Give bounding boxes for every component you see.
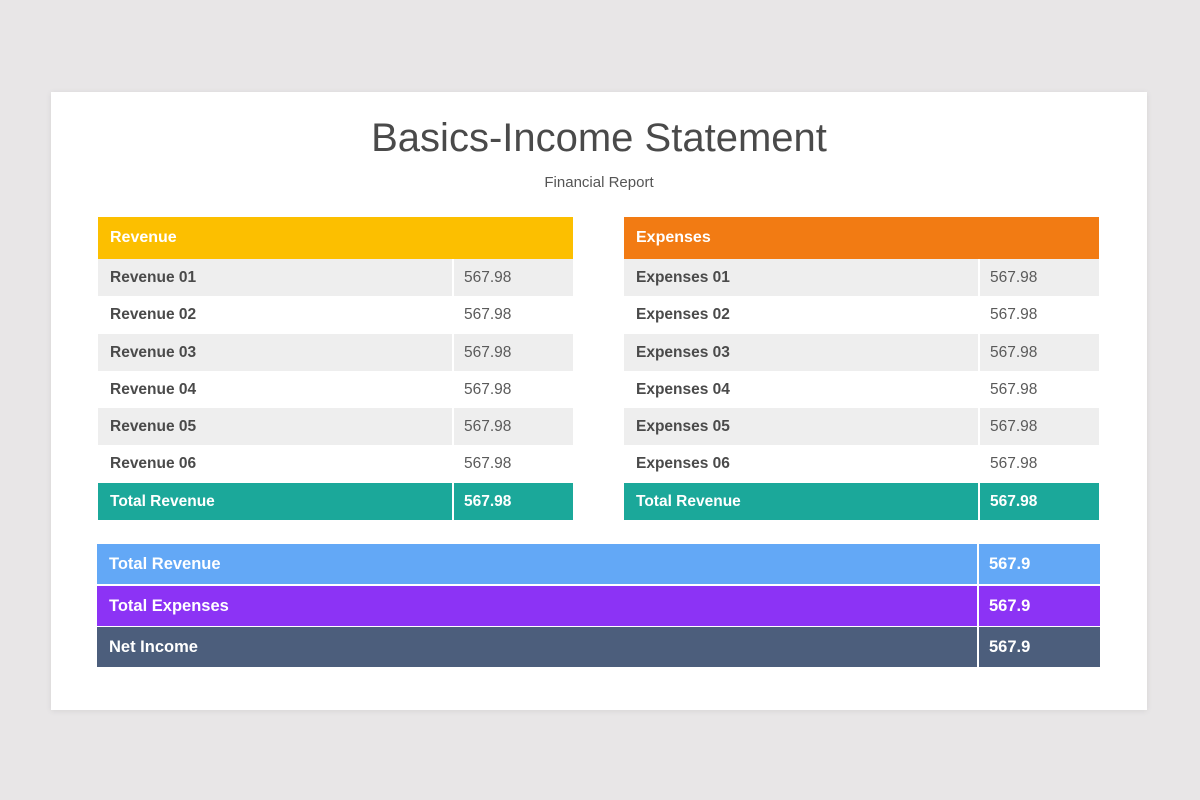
table-row: Revenue 02 567.98 (98, 296, 573, 334)
slide: Basics-Income Statement Financial Report… (51, 92, 1147, 710)
row-value: 567.98 (464, 269, 512, 286)
row-label: Expenses 02 (624, 296, 980, 334)
table-row: Revenue 06 567.98 (98, 445, 573, 483)
row-label: Expenses 03 (624, 333, 980, 371)
row-label: Revenue 02 (98, 296, 454, 334)
summary-label: Total Revenue (97, 544, 979, 584)
revenue-table: Revenue Revenue 01 567.98 Revenue 02 567… (98, 217, 573, 521)
row-label: Expenses 06 (624, 445, 980, 483)
table-row: Expenses 03 567.98 (624, 333, 1099, 371)
page-subtitle: Financial Report (544, 174, 654, 191)
row-value: 567.98 (990, 455, 1038, 473)
row-value: 567.98 (464, 343, 512, 361)
row-value: 567.98 (464, 455, 512, 473)
total-value: 567.98 (990, 492, 1038, 510)
table-row: Expenses 05 567.98 (624, 408, 1099, 446)
row-value: 567.98 (464, 380, 512, 398)
table-row: Revenue 03 567.98 (98, 333, 573, 371)
row-value: 567.98 (990, 380, 1038, 398)
summary-value: 567.9 (989, 596, 1031, 615)
row-label: Revenue 05 (98, 408, 454, 446)
total-label: Total Revenue (98, 482, 454, 521)
table-row: Revenue 05 567.98 (98, 408, 573, 446)
table-row: Expenses 04 567.98 (624, 370, 1099, 409)
row-value: 567.98 (990, 343, 1038, 361)
summary-total-expenses-row: Total Expenses 567.9 (97, 585, 1100, 626)
row-value: 567.98 (990, 306, 1038, 324)
summary-label: Net Income (97, 627, 979, 667)
expenses-total-row: Total Revenue 567.98 (624, 482, 1099, 521)
row-label: Expenses 04 (624, 370, 980, 409)
row-label: Revenue 01 (98, 259, 454, 297)
row-label: Revenue 04 (98, 370, 454, 409)
summary-value: 567.9 (989, 638, 1031, 656)
summary-value: 567.9 (989, 555, 1031, 573)
expenses-table: Expenses Expenses 01 567.98 Expenses 02 … (624, 217, 1099, 521)
expenses-header: Expenses (624, 217, 1099, 259)
summary-label: Total Expenses (97, 585, 979, 626)
revenue-header: Revenue (98, 217, 573, 259)
table-row: Revenue 01 567.98 (98, 259, 573, 297)
row-label: Expenses 01 (624, 259, 980, 297)
table-row: Revenue 04 567.98 (98, 370, 573, 409)
table-row: Expenses 06 567.98 (624, 445, 1099, 483)
row-value: 567.98 (464, 306, 512, 324)
table-row: Expenses 02 567.98 (624, 296, 1099, 334)
total-label: Total Revenue (624, 482, 980, 521)
table-row: Expenses 01 567.98 (624, 259, 1099, 297)
total-value: 567.98 (464, 492, 512, 510)
row-label: Revenue 06 (98, 445, 454, 483)
row-value: 567.98 (990, 418, 1038, 436)
page-title: Basics-Income Statement (371, 116, 827, 160)
summary-net-income-row: Net Income 567.9 (97, 627, 1100, 667)
summary-total-revenue-row: Total Revenue 567.9 (97, 544, 1100, 584)
row-value: 567.98 (464, 418, 512, 436)
row-label: Revenue 03 (98, 333, 454, 371)
row-label: Expenses 05 (624, 408, 980, 446)
revenue-total-row: Total Revenue 567.98 (98, 482, 573, 521)
row-value: 567.98 (990, 269, 1038, 286)
summary-table: Total Revenue 567.9 Total Expenses 567.9… (97, 544, 1100, 669)
